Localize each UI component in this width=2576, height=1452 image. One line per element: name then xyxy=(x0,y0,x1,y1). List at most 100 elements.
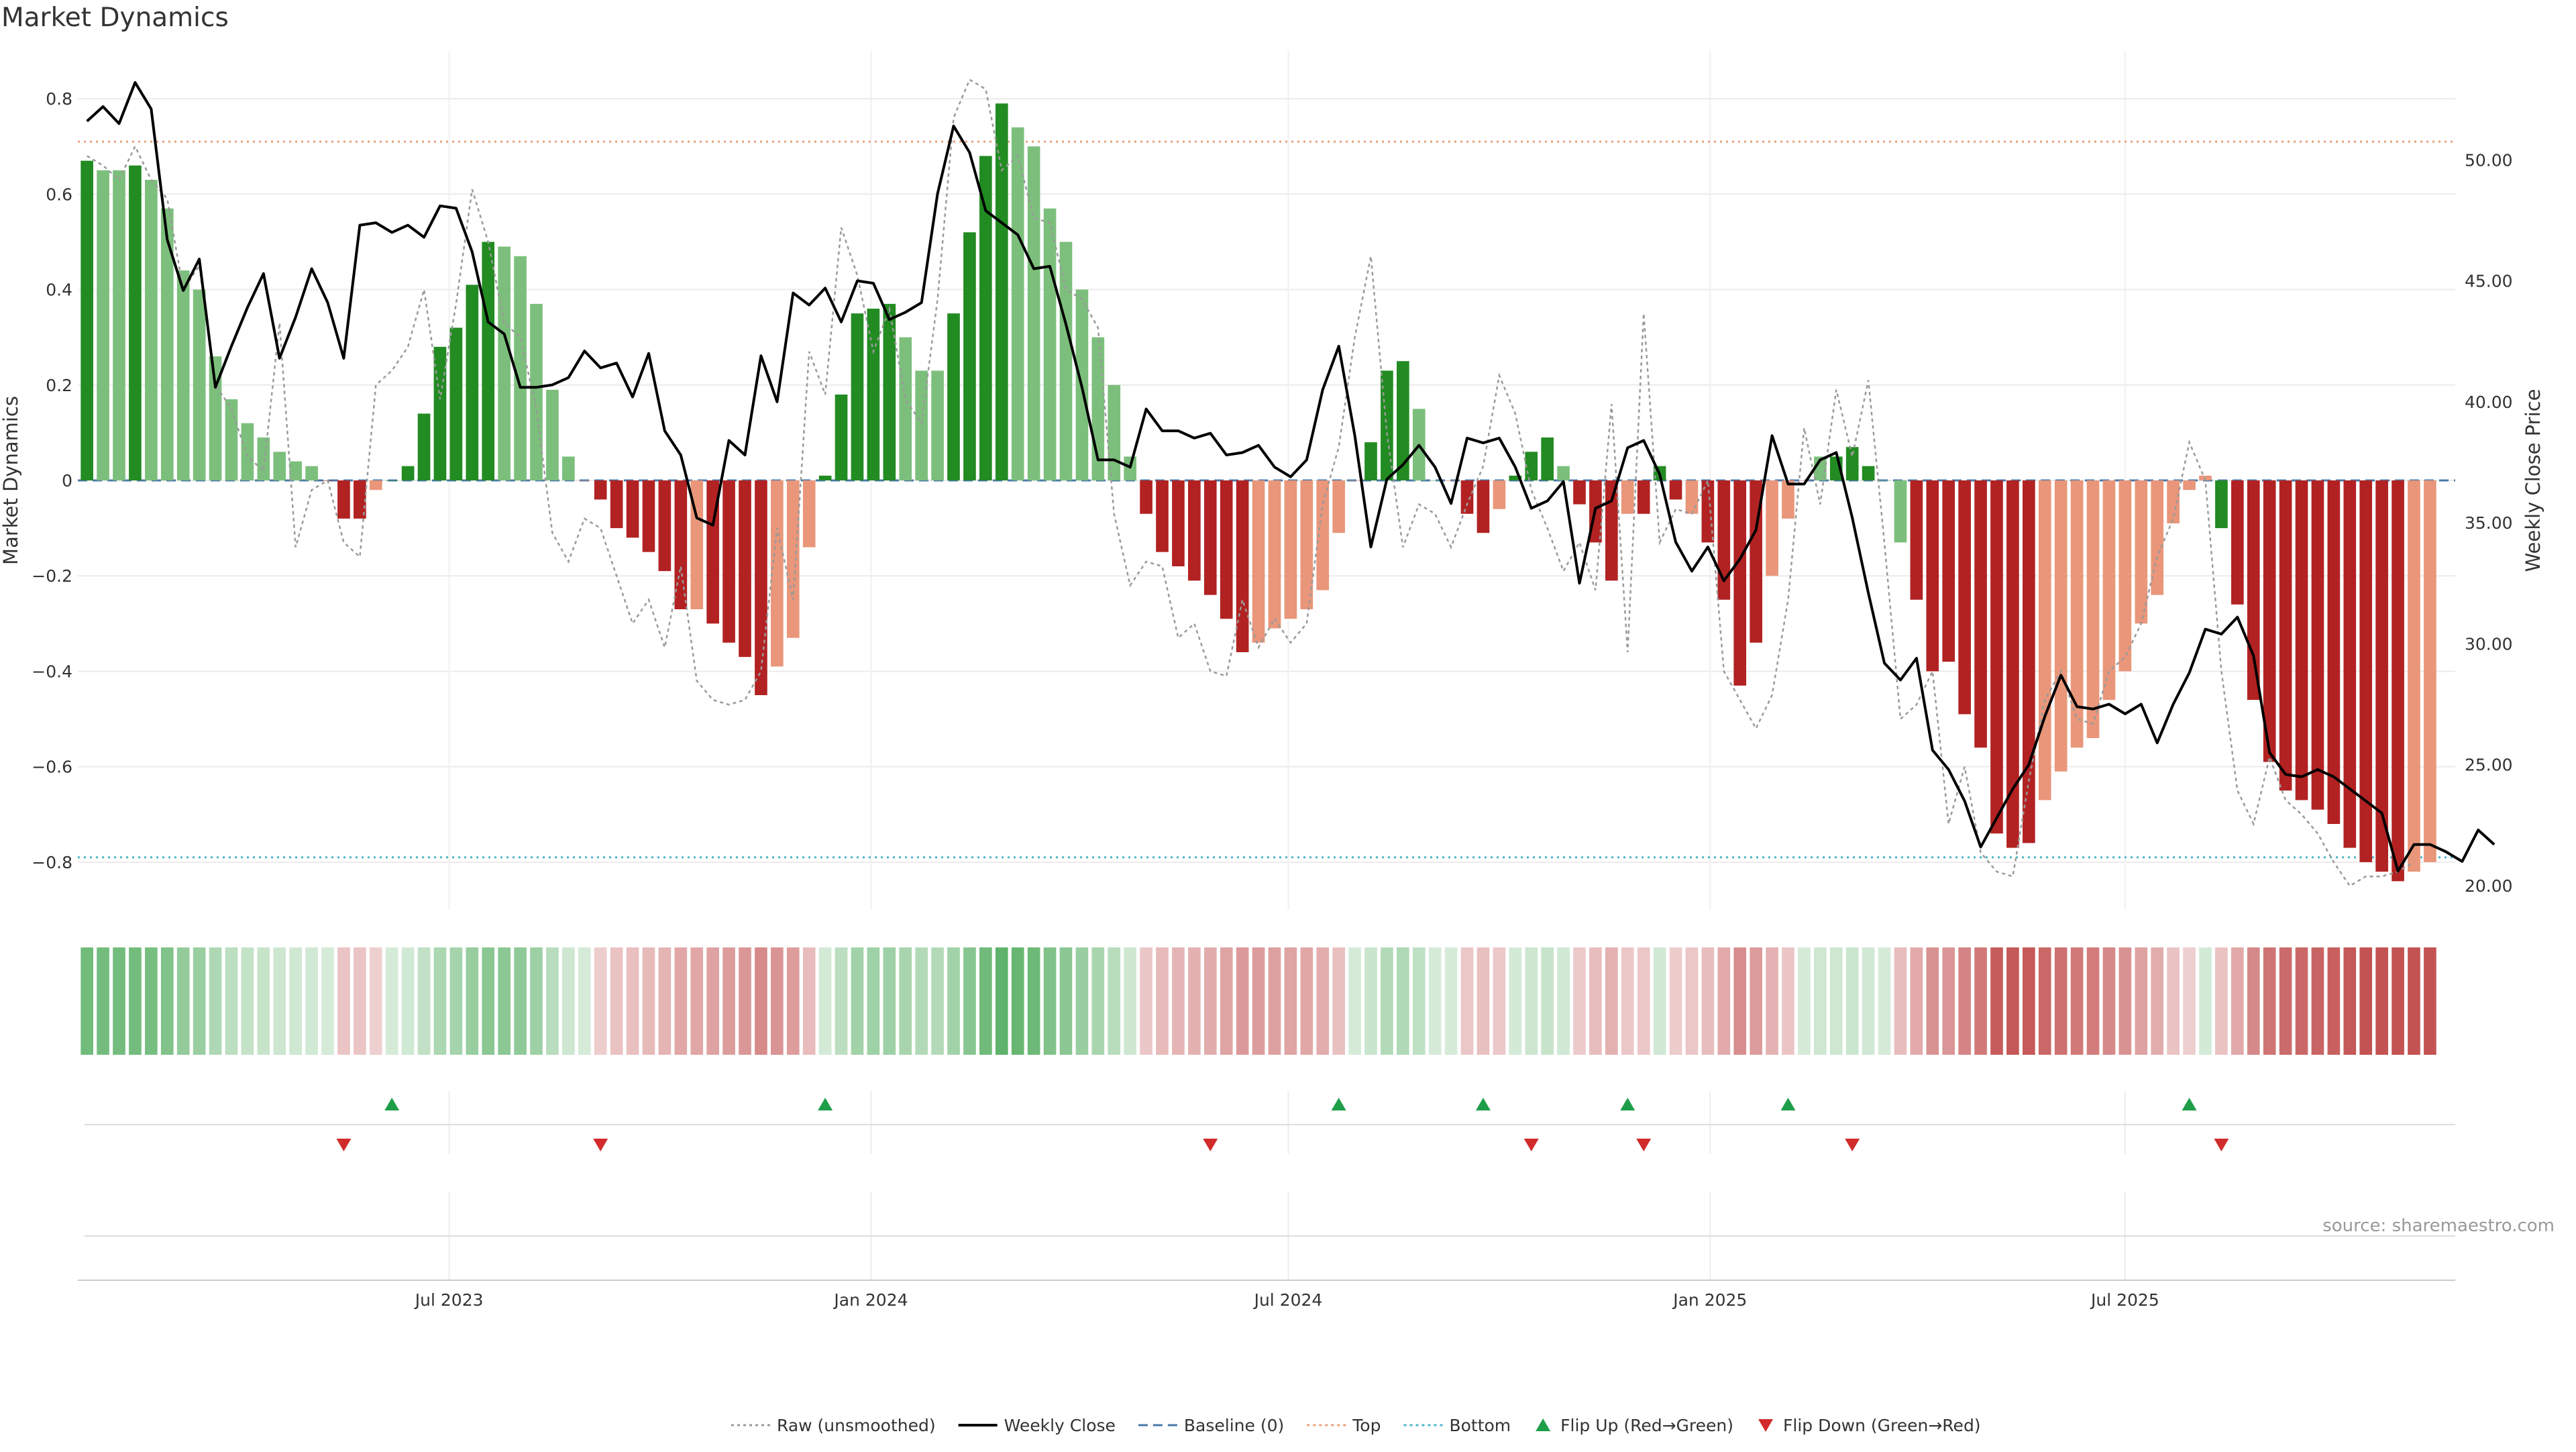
dynamics-bar xyxy=(899,337,912,480)
dynamics-bar xyxy=(2118,480,2132,672)
dynamics-bar xyxy=(818,475,832,480)
strip-cell xyxy=(1268,947,1281,1055)
dynamics-bar xyxy=(1845,447,1859,480)
dynamics-bar xyxy=(1236,480,1249,652)
strip-cell xyxy=(97,947,109,1055)
strip-cell xyxy=(1460,947,1474,1055)
strip-cell xyxy=(1108,947,1121,1055)
dynamics-bar xyxy=(947,313,960,480)
legend-item: Bottom xyxy=(1403,1416,1511,1435)
strip-cell xyxy=(2295,947,2308,1055)
flip-up-marker xyxy=(1780,1098,1796,1110)
dynamics-bar xyxy=(706,480,719,624)
dynamics-bar xyxy=(1444,480,1458,481)
strip-cell xyxy=(369,947,382,1055)
dynamics-bar xyxy=(1557,466,1570,480)
strip-cell xyxy=(722,947,735,1055)
dynamics-bar xyxy=(2359,480,2373,862)
dynamics-bar xyxy=(1509,475,1522,480)
dynamics-bar xyxy=(2086,480,2100,738)
strip-cell xyxy=(1156,947,1169,1055)
strip-cell xyxy=(2102,947,2116,1055)
regime-strip xyxy=(80,947,2436,1055)
dynamics-bar xyxy=(883,303,896,480)
strip-cell xyxy=(2215,947,2228,1055)
dynamics-bar xyxy=(1926,480,1939,672)
strip-cell xyxy=(1621,947,1634,1055)
strip-cell xyxy=(2135,947,2148,1055)
dynamics-bar xyxy=(145,180,158,480)
dynamics-bar xyxy=(1573,480,1586,505)
dynamics-bar xyxy=(449,327,463,480)
strip-cell xyxy=(449,947,463,1055)
legend-swatch xyxy=(1758,1419,1774,1432)
y2-tick-label: 45.00 xyxy=(2465,272,2513,291)
chart-title: Market Dynamics xyxy=(1,3,229,33)
y2-axis-label: Weekly Close Price xyxy=(2522,389,2544,572)
strip-cell xyxy=(1075,947,1089,1055)
strip-cell xyxy=(1364,947,1377,1055)
dynamics-bar xyxy=(241,423,254,480)
dynamics-bar xyxy=(482,242,495,480)
strip-cell xyxy=(2231,947,2244,1055)
strip-cell xyxy=(1348,947,1361,1055)
dynamics-bar xyxy=(273,452,286,480)
dynamics-bar xyxy=(1701,480,1715,543)
dynamics-bar xyxy=(1750,480,1762,643)
dynamics-bar xyxy=(594,480,607,500)
dynamics-bar xyxy=(2247,480,2260,701)
y-tick-label: 0.2 xyxy=(46,376,72,395)
strip-cell xyxy=(1637,947,1650,1055)
dynamics-bar xyxy=(2135,480,2148,624)
dynamics-bar xyxy=(160,208,174,480)
strip-cell xyxy=(802,947,816,1055)
legend-item: Baseline (0) xyxy=(1138,1416,1284,1435)
strip-cell xyxy=(1798,947,1811,1055)
dynamics-bar xyxy=(1958,480,1971,715)
strip-cell xyxy=(401,947,415,1055)
dynamics-bar xyxy=(626,480,639,538)
strip-cell xyxy=(1878,947,1891,1055)
dynamics-bar xyxy=(1541,437,1554,480)
dynamics-bar xyxy=(401,466,415,480)
dynamics-bar xyxy=(514,256,527,480)
y-tick-label: −0.2 xyxy=(32,566,72,586)
strip-cell xyxy=(354,947,366,1055)
strip-cell xyxy=(2023,947,2035,1055)
dynamics-bar xyxy=(1284,480,1297,619)
dynamics-bar xyxy=(2311,480,2324,810)
y-tick-label: −0.4 xyxy=(32,662,72,681)
dynamics-bar xyxy=(1493,480,1506,509)
strip-cell xyxy=(2375,947,2388,1055)
legend-label: Flip Down (Green→Red) xyxy=(1783,1416,1981,1435)
y-axis-label: Market Dynamics xyxy=(0,396,22,565)
strip-cell xyxy=(2327,947,2341,1055)
dynamics-bar xyxy=(80,160,93,480)
legend-label: Top xyxy=(1352,1416,1381,1435)
strip-cell xyxy=(851,947,864,1055)
flip-down-marker xyxy=(336,1139,352,1151)
x-tick-label: Jan 2024 xyxy=(833,1290,908,1310)
dynamics-bar xyxy=(466,284,479,480)
legend-swatch xyxy=(1536,1418,1551,1431)
dynamics-bar xyxy=(1798,480,1811,481)
strip-cell xyxy=(610,947,623,1055)
strip-cell xyxy=(1733,947,1747,1055)
strip-cell xyxy=(2038,947,2051,1055)
strip-cell xyxy=(947,947,960,1055)
dynamics-bar xyxy=(498,246,511,480)
dynamics-bar xyxy=(1043,208,1057,480)
y2-tick-label: 25.00 xyxy=(2465,756,2513,775)
dynamics-bar xyxy=(113,170,125,480)
strip-cell xyxy=(1188,947,1201,1055)
dynamics-bar xyxy=(995,103,1008,481)
strip-cell xyxy=(2408,947,2420,1055)
x-tick-label: Jul 2024 xyxy=(1253,1290,1323,1310)
dynamics-bar xyxy=(2038,480,2051,800)
legend-label: Flip Up (Red→Green) xyxy=(1560,1416,1733,1435)
strip-cell xyxy=(466,947,479,1055)
strip-cell xyxy=(321,947,334,1055)
dynamics-bar xyxy=(193,289,206,480)
dynamics-bar xyxy=(1878,480,1891,481)
strip-cell xyxy=(674,947,688,1055)
